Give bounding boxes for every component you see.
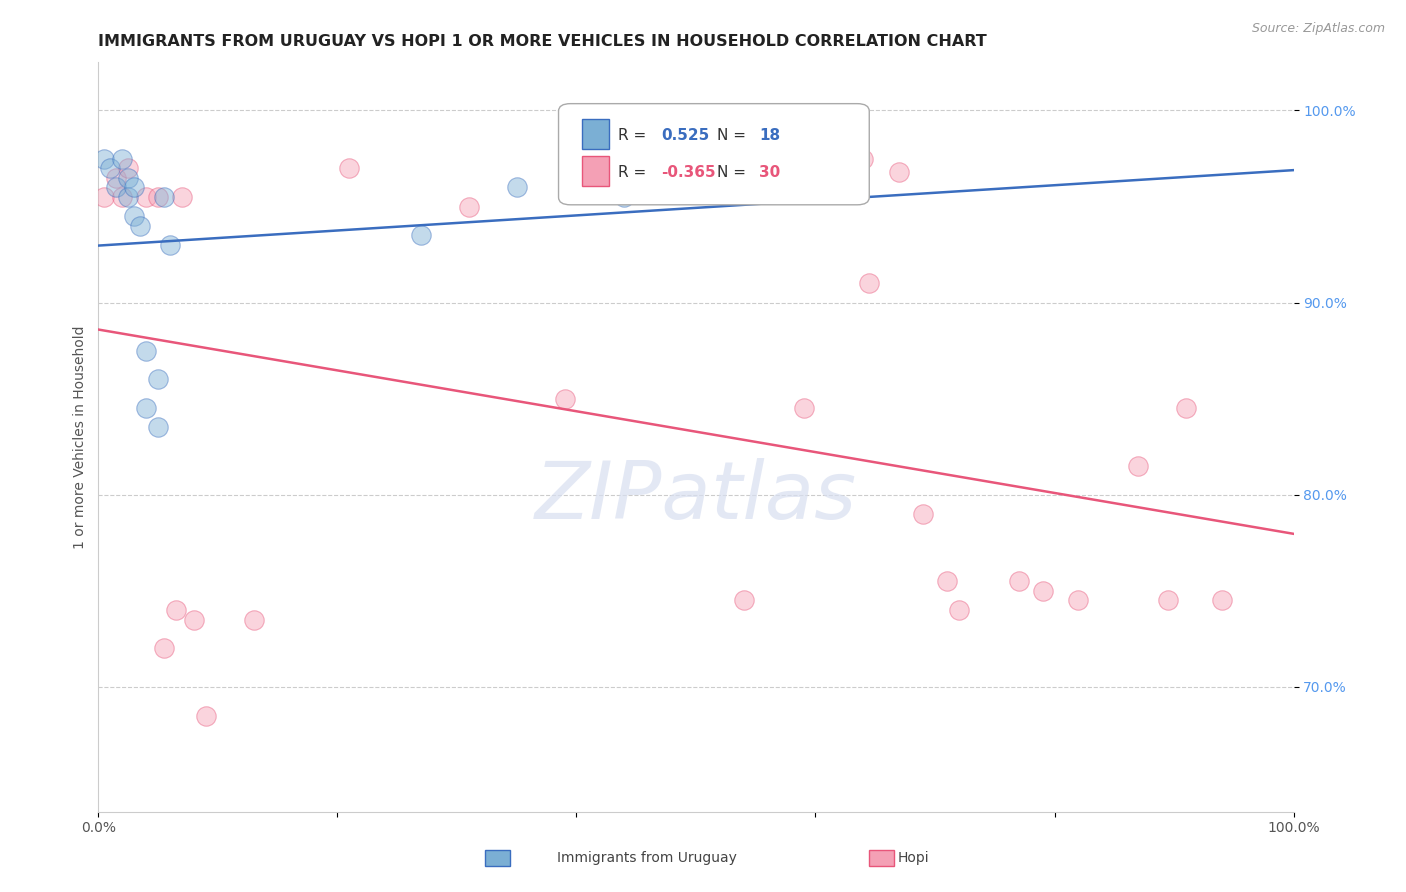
Point <box>733 593 755 607</box>
Point <box>852 152 875 166</box>
Point <box>148 190 170 204</box>
Point <box>411 228 433 243</box>
Text: N =: N = <box>717 165 751 180</box>
Text: Source: ZipAtlas.com: Source: ZipAtlas.com <box>1251 22 1385 36</box>
Point <box>339 161 361 175</box>
Point <box>111 152 134 166</box>
Point <box>117 170 139 185</box>
Point <box>129 219 152 233</box>
Point <box>105 170 128 185</box>
Point <box>1211 593 1233 607</box>
Text: R =: R = <box>619 165 651 180</box>
Point <box>117 161 139 175</box>
Point <box>98 161 122 175</box>
Point <box>1175 401 1198 416</box>
Point <box>554 392 576 406</box>
Point <box>911 507 934 521</box>
Point <box>148 420 170 434</box>
Point <box>165 603 187 617</box>
Point <box>93 190 115 204</box>
Point <box>195 708 218 723</box>
Point <box>172 190 194 204</box>
Text: IMMIGRANTS FROM URUGUAY VS HOPI 1 OR MORE VEHICLES IN HOUSEHOLD CORRELATION CHAR: IMMIGRANTS FROM URUGUAY VS HOPI 1 OR MOR… <box>98 34 987 49</box>
Text: Immigrants from Uruguay: Immigrants from Uruguay <box>557 851 737 865</box>
Point <box>159 238 181 252</box>
Point <box>243 613 266 627</box>
Point <box>1128 458 1150 473</box>
Point <box>105 180 128 194</box>
Point <box>936 574 959 589</box>
Point <box>153 190 176 204</box>
Point <box>506 180 529 194</box>
Point <box>135 401 157 416</box>
Point <box>124 209 146 223</box>
Point <box>458 200 481 214</box>
FancyBboxPatch shape <box>558 103 869 205</box>
Text: N =: N = <box>717 128 751 143</box>
Text: 0.525: 0.525 <box>661 128 710 143</box>
Text: R =: R = <box>619 128 651 143</box>
Point <box>148 372 170 386</box>
Point <box>124 180 146 194</box>
Point <box>1008 574 1031 589</box>
Point <box>793 401 815 416</box>
Point <box>135 190 157 204</box>
FancyBboxPatch shape <box>582 119 609 149</box>
Point <box>183 613 205 627</box>
Text: ZIPatlas: ZIPatlas <box>534 458 858 536</box>
Point <box>111 190 134 204</box>
Point <box>93 152 115 166</box>
Text: 30: 30 <box>759 165 780 180</box>
Point <box>153 641 176 656</box>
Point <box>858 277 880 291</box>
Point <box>1157 593 1180 607</box>
Point <box>117 190 139 204</box>
Point <box>1067 593 1090 607</box>
Text: 18: 18 <box>759 128 780 143</box>
Text: -0.365: -0.365 <box>661 165 716 180</box>
Y-axis label: 1 or more Vehicles in Household: 1 or more Vehicles in Household <box>73 326 87 549</box>
Point <box>135 343 157 358</box>
Text: Hopi: Hopi <box>898 851 929 865</box>
Point <box>948 603 970 617</box>
Point <box>1032 583 1054 598</box>
FancyBboxPatch shape <box>582 156 609 186</box>
Point <box>613 190 636 204</box>
Point <box>889 165 911 179</box>
